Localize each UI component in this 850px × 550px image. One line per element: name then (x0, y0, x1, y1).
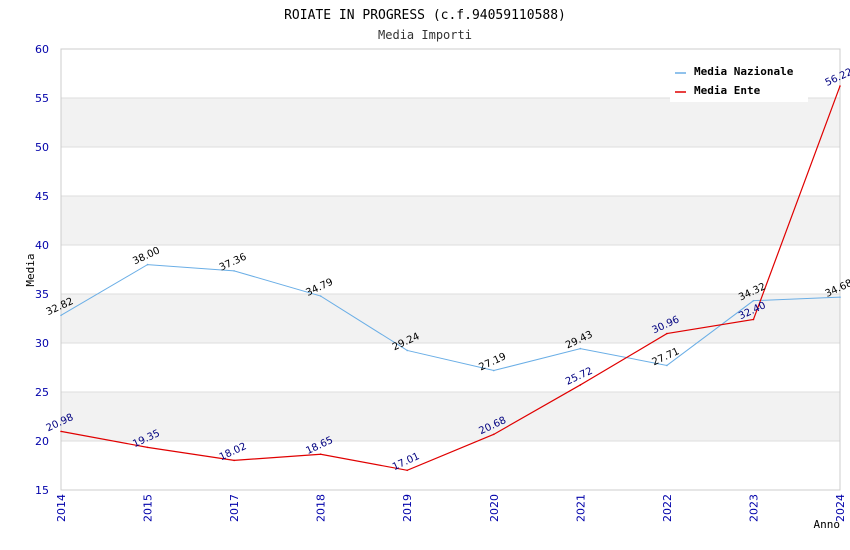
y-tick-label: 35 (35, 288, 49, 301)
chart-subtitle: Media Importi (378, 28, 472, 42)
background-band (61, 98, 840, 147)
background-band (61, 196, 840, 245)
legend: Media Nazionale Media Ente (670, 60, 808, 102)
x-tick-label: 2021 (574, 494, 587, 522)
y-axis-ticks: 15 20 25 30 35 40 45 50 55 60 (35, 43, 49, 497)
x-tick-label: 2014 (55, 494, 68, 522)
series-line-media-ente (60, 85, 841, 471)
data-point (839, 296, 841, 298)
y-tick-label: 50 (35, 141, 49, 154)
data-point (492, 433, 495, 436)
y-axis-title: Media (24, 253, 37, 286)
data-point (492, 369, 495, 372)
data-point (666, 332, 668, 335)
plot-frame (60, 48, 841, 491)
background-band (61, 392, 840, 441)
y-tick-label: 45 (35, 190, 49, 203)
x-tick-label: 2015 (142, 494, 155, 522)
y-tick-label: 15 (35, 484, 49, 497)
x-tick-label: 2020 (488, 494, 501, 522)
data-point (666, 364, 668, 367)
data-point (146, 446, 149, 449)
data-point (146, 263, 149, 266)
legend-box (670, 60, 808, 102)
data-label: 38.00 (131, 245, 162, 267)
chart-title: ROIATE IN PROGRESS (c.f.94059110588) (284, 8, 566, 23)
x-tick-label: 2017 (228, 494, 241, 522)
series-line-media-nazionale (60, 264, 841, 372)
data-label: 25.72 (564, 366, 595, 388)
data-point (579, 384, 582, 386)
data-label: 56.22 (824, 67, 850, 89)
x-tick-label: 2018 (315, 494, 328, 522)
data-point (752, 318, 755, 321)
x-tick-label: 2024 (834, 494, 847, 522)
data-point (839, 85, 841, 87)
x-axis-title: Anno (814, 518, 841, 531)
legend-label-media-nazionale: Media Nazionale (694, 65, 794, 78)
series-lines (60, 85, 841, 472)
data-point (752, 299, 755, 302)
data-point (233, 270, 235, 272)
y-tick-label: 20 (35, 435, 49, 448)
x-tick-label: 2023 (747, 494, 760, 522)
background-band (61, 294, 840, 343)
data-point (319, 295, 322, 297)
y-tick-label: 60 (35, 43, 49, 56)
x-tick-label: 2019 (401, 494, 414, 522)
data-point (233, 459, 235, 462)
data-point (319, 453, 322, 456)
y-tick-label: 55 (35, 92, 49, 105)
y-tick-label: 25 (35, 386, 49, 399)
x-axis-ticks: 2014 2015 2017 2018 2019 2020 2021 2022 2023 2024 (55, 494, 847, 522)
data-point (406, 469, 409, 472)
data-point (60, 314, 62, 317)
y-tick-label: 40 (35, 239, 49, 252)
data-point (579, 347, 582, 350)
y-tick-label: 30 (35, 337, 49, 350)
background-bands (61, 98, 840, 441)
data-point (406, 349, 409, 352)
x-tick-label: 2022 (661, 494, 674, 522)
data-point (60, 430, 62, 433)
legend-label-media-ente: Media Ente (694, 84, 761, 97)
